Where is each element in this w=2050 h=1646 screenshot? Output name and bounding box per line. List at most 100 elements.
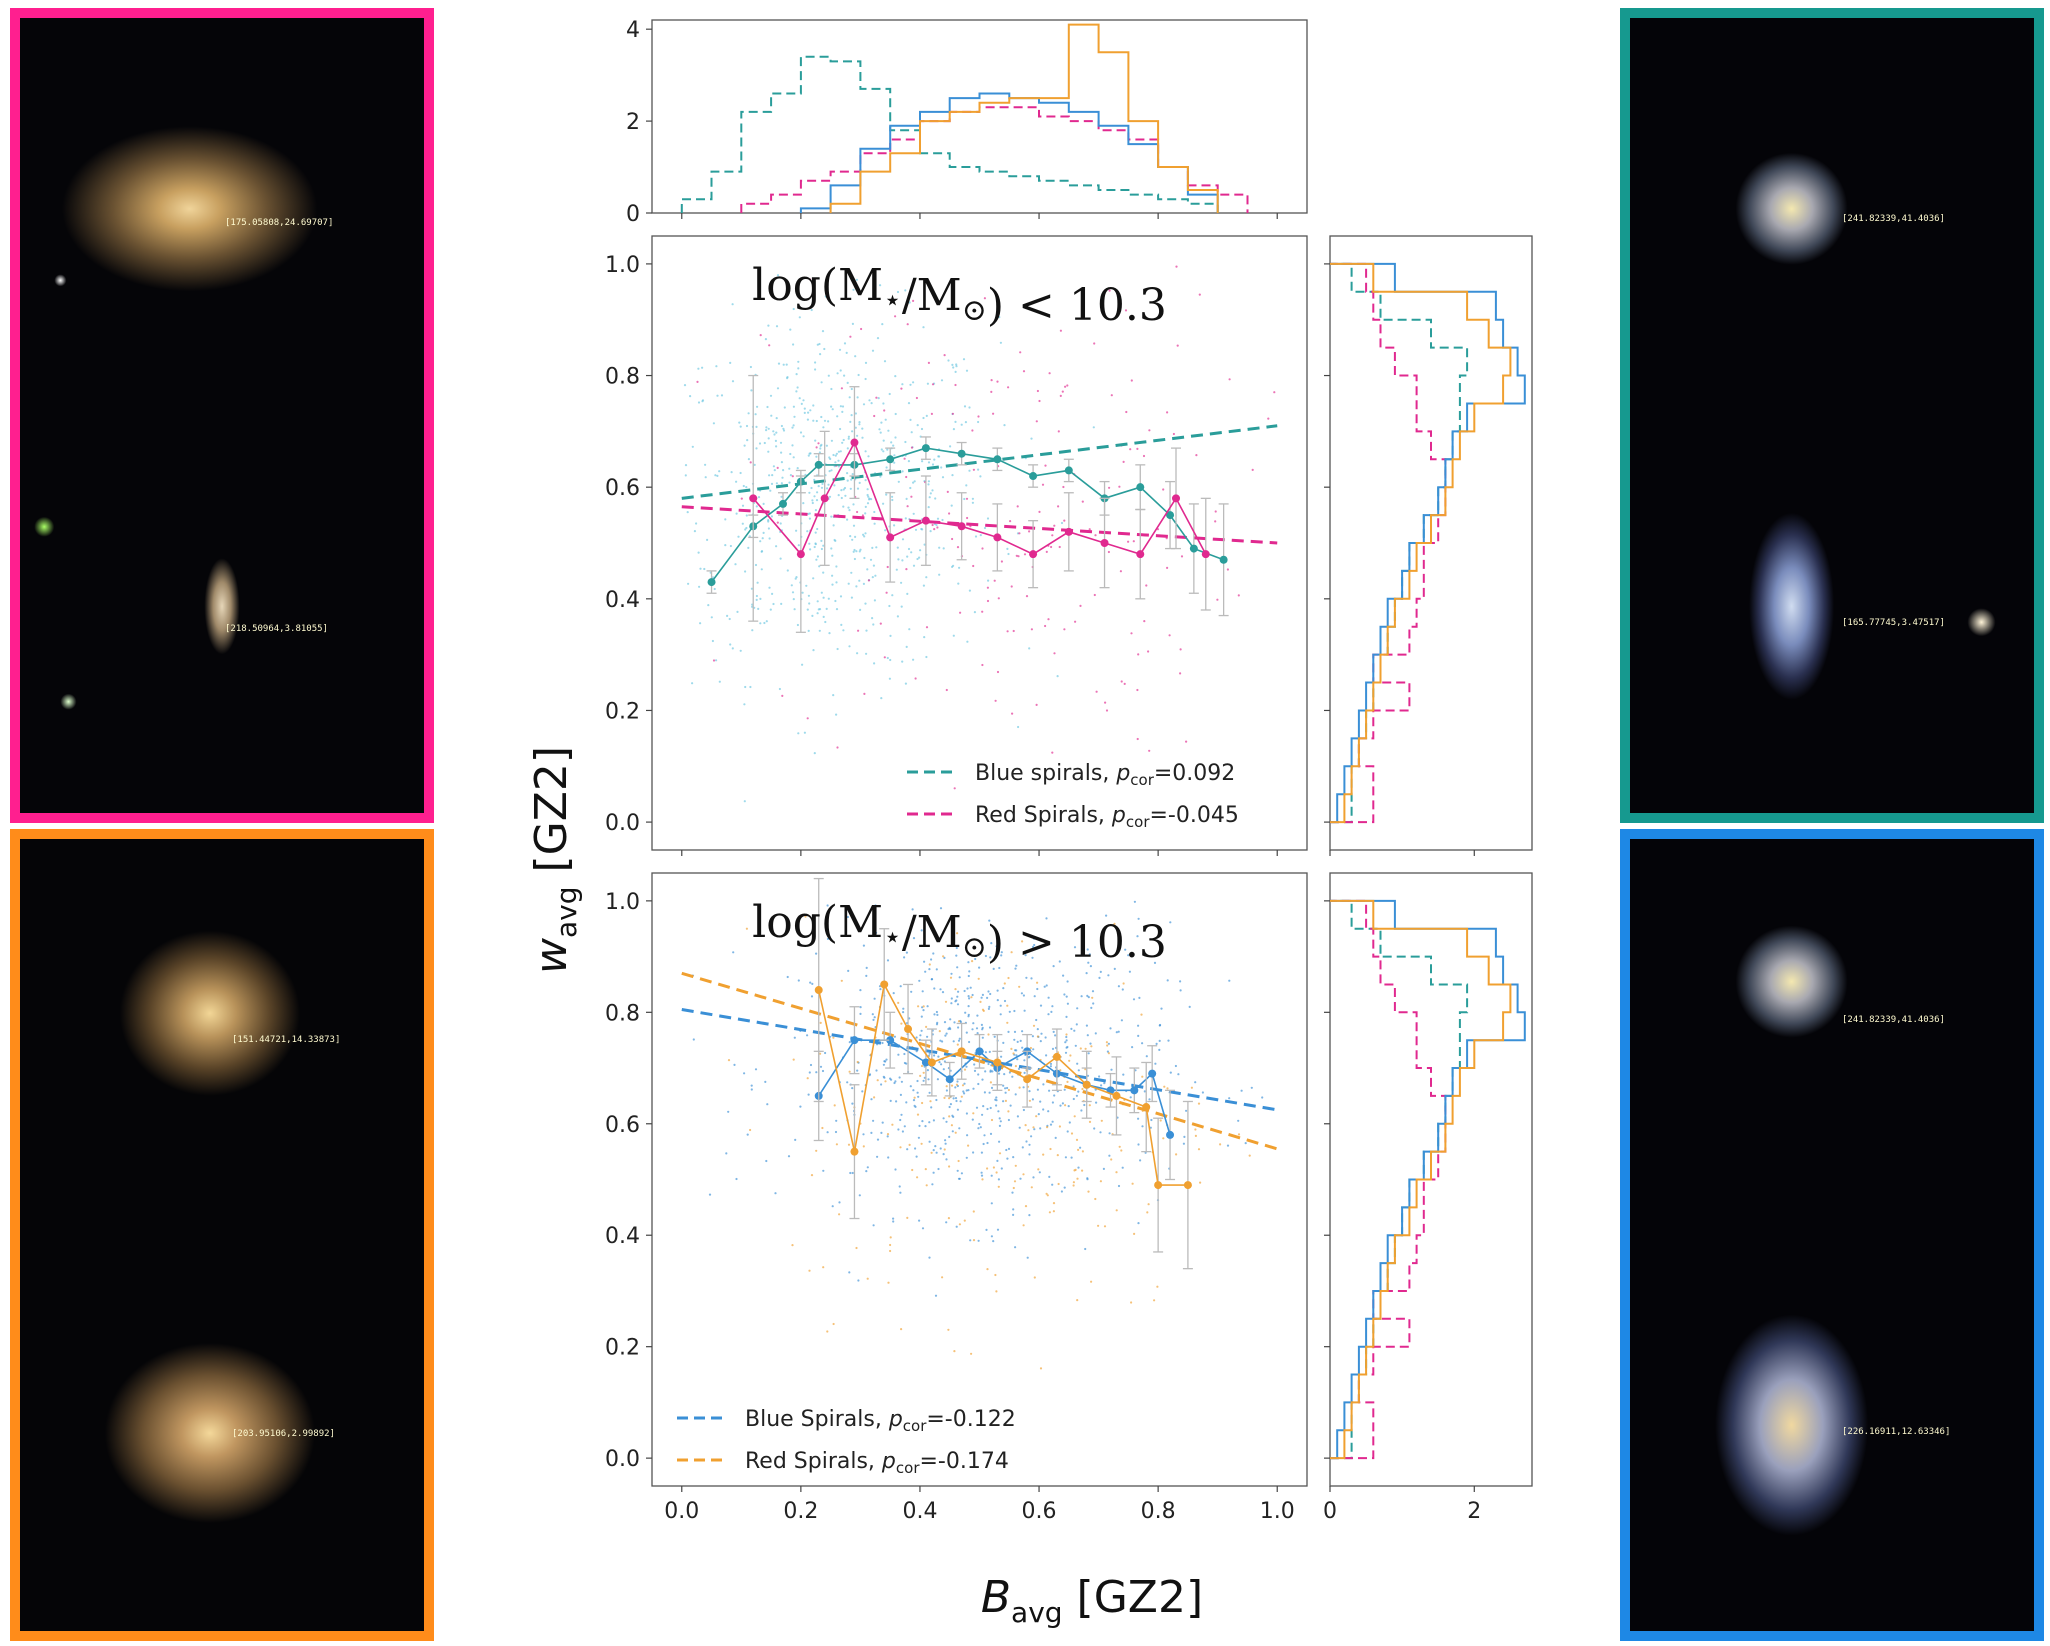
scatter-point [767,519,770,522]
scatter-point [873,997,876,1000]
scatter-point [834,461,837,464]
scatter-point [1057,505,1060,508]
scatter-point [999,341,1003,344]
scatter-point [950,1084,954,1087]
scatter-point [1016,1058,1019,1061]
scatter-point [758,442,762,445]
scatter-point [903,1125,906,1128]
scatter-point [971,960,974,963]
scatter-point [893,454,896,457]
scatter-point [955,954,958,957]
scatter-point [927,461,931,464]
scatter-point [959,611,962,614]
scatter-point [831,554,834,557]
scatter-point [766,405,769,409]
scatter-point [1146,1211,1149,1214]
scatter-point [840,979,843,982]
scatter-point [827,374,830,377]
scatter-point [738,421,741,424]
scatter-point [920,1029,923,1032]
scatter-point [873,599,877,602]
scatter-point [1035,1018,1038,1022]
scatter-point [779,441,783,444]
scatter-point [928,1121,931,1124]
scatter-point [959,1100,962,1103]
scatter-point [1039,1100,1042,1103]
scatter-point [726,614,729,618]
scatter-point [1060,1190,1063,1193]
plot-frame [651,235,1308,851]
scatter-point [897,480,900,483]
scatter-point [981,1008,985,1011]
scatter-point [789,452,792,456]
scatter-point [835,1143,839,1146]
scatter-point [1016,505,1019,508]
scatter-point [836,415,839,418]
scatter-point [995,945,998,948]
scatter-point [822,426,825,429]
scatter-point [1028,1214,1031,1217]
scatter-point [923,636,926,639]
scatter-point [1107,1042,1110,1045]
binned-point [1166,1130,1175,1139]
scatter-point [789,474,793,477]
scatter-point [1043,985,1046,988]
scatter-point [958,976,961,979]
scatter-point [695,522,698,525]
scatter-point [989,956,992,959]
scatter-point [977,420,980,424]
scatter-point [1098,1075,1101,1078]
scatter-point [1010,585,1013,588]
scatter-point [886,1135,889,1138]
scatter-point [876,1079,879,1082]
scatter-point [749,685,752,689]
galaxy-image-top-left: [175.05808,24.69707] [218.50964,3.81055] [10,8,434,823]
scatter-point [781,476,784,479]
scatter-point [976,1014,979,1017]
binned-point [921,444,930,453]
scatter-point [1073,946,1077,949]
scatter-point [936,1078,940,1081]
scatter-point [935,1151,938,1154]
scatter-point [968,953,971,956]
scatter-point [1028,1143,1031,1146]
scatter-point [917,1095,920,1098]
scatter-point [1050,545,1053,549]
scatter-point [939,1039,942,1042]
scatter-point [1095,1101,1098,1104]
scatter-point [952,1040,955,1043]
scatter-point [1166,566,1169,570]
scatter-point [1169,1071,1172,1074]
scatter-point [922,584,926,587]
scatter-point [924,970,927,973]
scatter-point [822,596,825,599]
scatter-point [764,338,768,341]
scatter-point [885,1058,888,1061]
scatter-point [1122,1073,1125,1076]
scatter-point [933,987,936,990]
scatter-point [935,1023,939,1026]
scatter-point [888,392,891,396]
scatter-point [852,524,856,527]
scatter-point [797,979,800,982]
scatter-point [1047,1013,1050,1016]
scatter-point [768,344,771,347]
binned-point [975,1047,984,1056]
scatter-point [1175,1153,1178,1156]
scatter-point [858,550,861,553]
scatter-point [902,1007,905,1010]
scatter-point [832,694,835,697]
legend-label: Red Spirals, pcor=-0.045 [975,803,1239,831]
scatter-point [1031,956,1034,959]
scatter-point [1027,1129,1030,1132]
scatter-point [1002,1041,1005,1044]
scatter-point [808,602,811,605]
galaxy-image-bottom-left: [151.44721,14.33873] [203.95106,2.99892] [10,829,434,1641]
scatter-point [927,1078,930,1081]
scatter-point [945,688,948,692]
scatter-point [1070,1027,1073,1030]
x-tick-label: 0.2 [783,1499,818,1524]
scatter-point [878,428,881,431]
scatter-point [1158,1048,1161,1051]
scatter-point [898,1185,901,1188]
